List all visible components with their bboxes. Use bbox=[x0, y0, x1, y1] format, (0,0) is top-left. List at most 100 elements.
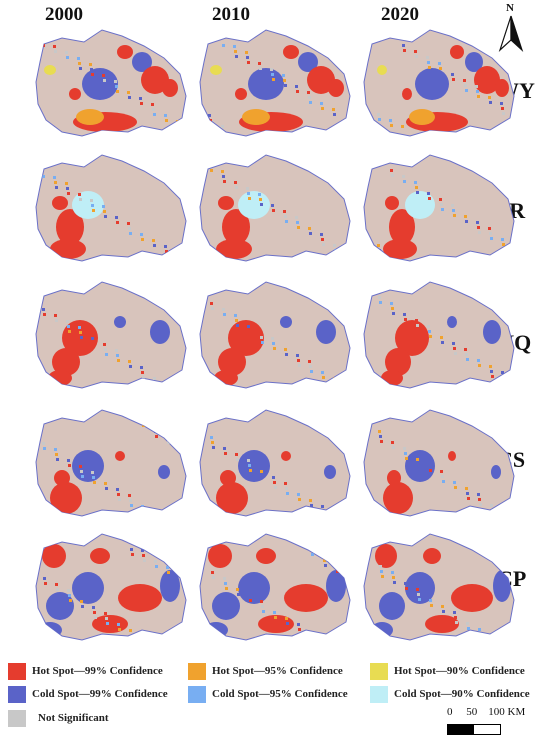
hotspot-cluster bbox=[448, 451, 456, 461]
hotspot-speckle bbox=[453, 214, 456, 217]
hotspot-speckle bbox=[102, 205, 105, 208]
hotspot-speckle bbox=[391, 571, 394, 574]
legend-swatch bbox=[8, 710, 26, 727]
hotspot-cluster bbox=[216, 482, 248, 514]
hotspot-speckle bbox=[380, 440, 383, 443]
hotspot-speckle bbox=[154, 560, 157, 563]
hotspot-speckle bbox=[222, 175, 225, 178]
hotspot-speckle bbox=[260, 470, 263, 473]
hotspot-cluster bbox=[298, 52, 318, 72]
hotspot-speckle bbox=[248, 197, 251, 200]
hotspot-cluster bbox=[222, 209, 250, 245]
hotspot-cluster bbox=[150, 320, 170, 344]
hotspot-speckle bbox=[453, 481, 456, 484]
hotspot-speckle bbox=[478, 628, 481, 631]
hotspot-cluster bbox=[114, 316, 126, 328]
hotspot-cluster bbox=[409, 109, 435, 125]
hotspot-speckle bbox=[166, 302, 169, 305]
hotspot-speckle bbox=[118, 498, 121, 501]
hotspot-speckle bbox=[285, 220, 288, 223]
hotspot-speckle bbox=[323, 559, 326, 562]
map-svg bbox=[35, 533, 187, 641]
hotspot-speckle bbox=[272, 209, 275, 212]
map-wy-2000 bbox=[32, 22, 188, 140]
hotspot-speckle bbox=[131, 553, 134, 556]
hotspot-speckle bbox=[271, 337, 274, 340]
hotspot-cluster bbox=[42, 544, 66, 568]
hotspot-layer bbox=[210, 424, 338, 514]
hotspot-speckle bbox=[428, 197, 431, 200]
map-hq-2020 bbox=[360, 274, 516, 392]
hotspot-speckle bbox=[102, 74, 105, 77]
hotspot-cluster bbox=[383, 482, 413, 514]
hotspot-speckle bbox=[320, 102, 323, 105]
hotspot-speckle bbox=[141, 371, 144, 374]
hotspot-speckle bbox=[391, 441, 394, 444]
hotspot-speckle bbox=[308, 96, 311, 99]
hotspot-speckle bbox=[210, 169, 213, 172]
hotspot-speckle bbox=[168, 576, 171, 579]
hotspot-speckle bbox=[127, 222, 130, 225]
hotspot-speckle bbox=[235, 319, 238, 322]
hotspot-cluster bbox=[450, 45, 464, 59]
hotspot-speckle bbox=[246, 56, 249, 59]
hotspot-cluster bbox=[324, 465, 336, 479]
hotspot-speckle bbox=[272, 342, 275, 345]
legend-label: Cold Spot—99% Confidence bbox=[32, 688, 168, 700]
hotspot-speckle bbox=[67, 459, 70, 462]
hotspot-speckle bbox=[309, 101, 312, 104]
hotspot-cluster bbox=[238, 572, 270, 604]
north-arrow: N bbox=[495, 2, 529, 54]
hotspot-speckle bbox=[153, 425, 156, 428]
hotspot-cluster bbox=[212, 592, 240, 620]
hotspot-speckle bbox=[464, 215, 467, 218]
hotspot-speckle bbox=[44, 582, 47, 585]
hotspot-speckle bbox=[272, 476, 275, 479]
hotspot-speckle bbox=[128, 494, 131, 497]
hotspot-cluster bbox=[328, 79, 344, 97]
hotspot-speckle bbox=[479, 503, 482, 506]
hotspot-cluster bbox=[375, 544, 397, 568]
legend-label: Cold Spot—90% Confidence bbox=[394, 688, 530, 700]
hotspot-speckle bbox=[167, 441, 170, 444]
hotspot-speckle bbox=[390, 169, 393, 172]
hotspot-speckle bbox=[295, 85, 298, 88]
hotspot-speckle bbox=[417, 463, 420, 466]
hotspot-speckle bbox=[79, 67, 82, 70]
hotspot-speckle bbox=[104, 215, 107, 218]
hotspot-speckle bbox=[478, 231, 481, 234]
hotspot-speckle bbox=[92, 209, 95, 212]
hotspot-speckle bbox=[502, 112, 505, 115]
hotspot-speckle bbox=[177, 125, 180, 128]
map-svg bbox=[199, 533, 351, 641]
hotspot-speckle bbox=[321, 505, 324, 508]
legend-swatch bbox=[370, 663, 388, 680]
hotspot-cluster bbox=[235, 88, 247, 100]
hotspot-speckle bbox=[81, 605, 84, 608]
hotspot-speckle bbox=[489, 365, 492, 368]
legend-label: Not Significant bbox=[38, 712, 109, 724]
hotspot-speckle bbox=[311, 509, 314, 512]
hotspot-speckle bbox=[298, 628, 301, 631]
hotspot-speckle bbox=[392, 576, 395, 579]
hotspot-cluster bbox=[72, 450, 104, 482]
hotspot-speckle bbox=[380, 570, 383, 573]
hotspot-speckle bbox=[464, 348, 467, 351]
hotspot-speckle bbox=[404, 452, 407, 455]
hotspot-cluster bbox=[50, 482, 82, 514]
hotspot-speckle bbox=[274, 486, 277, 489]
hotspot-speckle bbox=[56, 588, 59, 591]
hotspot-speckle bbox=[284, 84, 287, 87]
hotspot-speckle bbox=[80, 336, 83, 339]
hotspot-cluster bbox=[72, 191, 104, 219]
hotspot-speckle bbox=[310, 504, 313, 507]
hotspot-cluster bbox=[447, 316, 457, 328]
hotspot-speckle bbox=[54, 314, 57, 317]
hotspot-speckle bbox=[296, 354, 299, 357]
hotspot-speckle bbox=[455, 621, 458, 624]
hotspot-speckle bbox=[321, 107, 324, 110]
hotspot-cluster bbox=[316, 320, 336, 344]
hotspot-cluster bbox=[283, 45, 299, 59]
map-hq-2010 bbox=[196, 274, 352, 392]
hotspot-cluster bbox=[208, 544, 232, 568]
